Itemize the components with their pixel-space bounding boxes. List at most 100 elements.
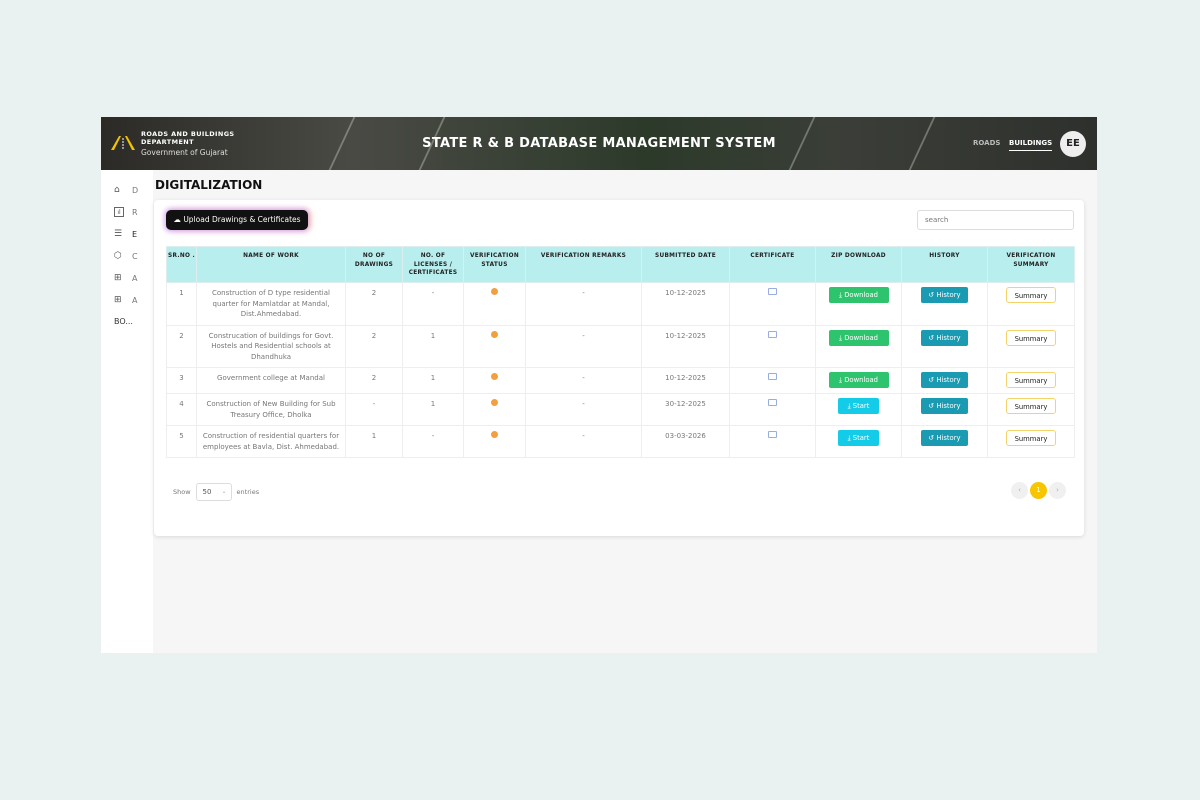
next-page-button[interactable]: ›	[1049, 482, 1066, 499]
sr-no: 5	[166, 425, 197, 458]
summary-button[interactable]: Summary	[1006, 287, 1056, 303]
clock-pending-icon	[491, 330, 498, 338]
work-name: Construction of D type residential quart…	[196, 282, 346, 326]
department-logo	[111, 136, 135, 150]
verification-remarks: -	[525, 282, 642, 326]
user-avatar[interactable]: EE	[1060, 131, 1086, 157]
certificate-cell	[729, 324, 816, 368]
clock-pending-icon	[491, 373, 498, 380]
start-button[interactable]: ⤓ Start	[838, 430, 879, 446]
certificate-cell	[729, 367, 816, 394]
submitted-date: 10-12-2025	[641, 324, 730, 368]
sidebar-item-e[interactable]: ☰ E	[114, 229, 138, 239]
column-header: VERIFICATION SUMMARY	[987, 246, 1075, 283]
zip-download-cell: ⤓ Start	[815, 393, 902, 426]
certificate-cell	[729, 393, 816, 426]
summary-cell: Summary	[987, 324, 1075, 368]
table-row: 1 Construction of D type residential qua…	[166, 282, 1075, 326]
chevron-down-icon: ⌄	[221, 488, 227, 495]
drawings-count: 2	[345, 324, 403, 368]
history-button[interactable]: ↺ History	[921, 287, 968, 303]
work-name: Construction of New Building for Sub Tre…	[196, 393, 346, 426]
table-row: 3 Government college at Mandal 2 1 - 10-…	[166, 367, 1075, 394]
drawings-count: 1	[345, 425, 403, 458]
zip-download-cell: ⤓ Download	[815, 282, 902, 326]
column-header: VERIFICATION REMARKS	[525, 246, 642, 283]
history-button[interactable]: ↺ History	[921, 430, 968, 446]
sidebar-item-bo[interactable]: BO...	[114, 317, 133, 326]
verification-remarks: -	[525, 367, 642, 394]
history-button[interactable]: ↺ History	[921, 329, 968, 346]
summary-button[interactable]: Summary	[1006, 398, 1056, 414]
upload-button[interactable]: ☁ Upload Drawings & Certificates	[166, 210, 308, 230]
summary-button[interactable]: Summary	[1006, 372, 1056, 388]
cloud-upload-icon: ☁	[173, 215, 184, 224]
licenses-count: 1	[402, 324, 464, 368]
history-icon: ↺	[928, 402, 937, 410]
work-name: Construction of residential quarters for…	[196, 425, 346, 458]
history-button[interactable]: ↺ History	[921, 398, 968, 414]
entries-select[interactable]: 50 ⌄	[195, 483, 232, 501]
list-icon: ☰	[114, 229, 123, 239]
submitted-date: 03-03-2026	[641, 425, 730, 458]
entries-control: Show 50 ⌄ entries	[173, 483, 259, 501]
verification-remarks: -	[525, 393, 642, 426]
zip-download-cell: ⤓ Download	[815, 367, 902, 394]
submitted-date: 10-12-2025	[641, 282, 730, 326]
certificate-cell	[729, 425, 816, 458]
history-cell: ↺ History	[901, 367, 988, 394]
search-input[interactable]	[917, 210, 1074, 230]
download-button[interactable]: ⤓ Download	[828, 372, 889, 388]
table-row: 5 Construction of residential quarters f…	[166, 425, 1075, 458]
certificate-icon[interactable]	[768, 431, 777, 438]
drawings-count: 2	[345, 367, 403, 394]
certificate-icon[interactable]	[768, 288, 777, 295]
licenses-count: 1	[402, 393, 464, 426]
history-icon: ↺	[928, 434, 937, 442]
download-icon: ⤓	[839, 291, 845, 299]
column-header: NO. OF LICENSES / CERTIFICATES	[402, 246, 464, 283]
nav-roads[interactable]: ROADS	[973, 139, 1001, 147]
start-button[interactable]: ⤓ Start	[838, 398, 879, 414]
summary-cell: Summary	[987, 425, 1075, 458]
sidebar: ⌂ D ıl R ☰ E ⬡ C ⊞ A ⊞ A BO...	[101, 170, 153, 653]
summary-button[interactable]: Summary	[1006, 430, 1056, 446]
department-name: ROADS AND BUILDINGS DEPARTMENT	[141, 130, 235, 146]
sr-no: 3	[166, 367, 197, 394]
history-icon: ↺	[928, 291, 937, 299]
home-icon: ⌂	[114, 185, 120, 195]
zip-download-cell: ⤓ Download	[815, 324, 902, 368]
nav-buildings[interactable]: BUILDINGS	[1009, 139, 1053, 151]
app-title: STATE R & B DATABASE MANAGEMENT SYSTEM	[422, 136, 776, 151]
verification-status	[463, 367, 526, 394]
sidebar-item-c[interactable]: ⬡ C	[114, 251, 138, 261]
work-name: Construcation of buildings for Govt. Hos…	[196, 324, 346, 368]
column-header: ZIP DOWNLOAD	[815, 246, 902, 283]
verification-status	[463, 393, 526, 426]
sidebar-item-a1[interactable]: ⊞ A	[114, 273, 138, 283]
summary-cell: Summary	[987, 393, 1075, 426]
page-1-button[interactable]: 1	[1030, 482, 1047, 499]
history-cell: ↺ History	[901, 425, 988, 458]
history-button[interactable]: ↺ History	[921, 372, 968, 388]
page-title: DIGITALIZATION	[155, 178, 263, 192]
certificate-icon[interactable]	[768, 373, 777, 380]
prev-page-button[interactable]: ‹	[1011, 482, 1028, 499]
certificate-icon[interactable]	[768, 330, 777, 338]
column-header: VERIFICATION STATUS	[463, 246, 526, 283]
download-button[interactable]: ⤓ Download	[828, 287, 889, 303]
verification-remarks: -	[525, 324, 642, 368]
sidebar-item-reports[interactable]: ıl R	[114, 207, 138, 217]
works-table: SR.NO . NAME OF WORK NO OF DRAWINGS NO. OF …	[166, 246, 1075, 458]
sidebar-item-a2[interactable]: ⊞ A	[114, 295, 138, 305]
history-cell: ↺ History	[901, 393, 988, 426]
verification-status	[463, 324, 526, 368]
table-row: 2 Construcation of buildings for Govt. H…	[166, 324, 1075, 368]
sr-no: 4	[166, 393, 197, 426]
certificate-icon[interactable]	[768, 399, 777, 406]
sidebar-item-dashboard[interactable]: ⌂ D	[114, 185, 139, 195]
download-button[interactable]: ⤓ Download	[828, 329, 889, 346]
summary-button[interactable]: Summary	[1006, 329, 1056, 346]
submitted-date: 30-12-2025	[641, 393, 730, 426]
cube-icon: ⬡	[114, 251, 122, 261]
